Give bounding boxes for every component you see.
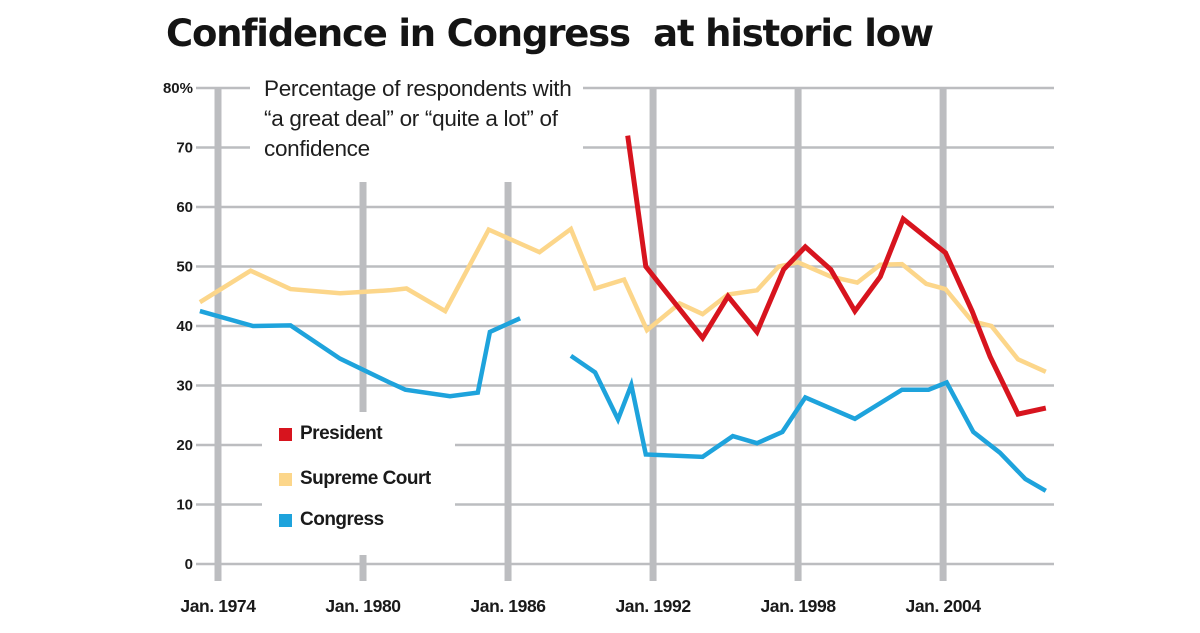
legend-item-supreme-court: Supreme Court bbox=[279, 467, 431, 491]
legend: President Supreme Court Congress bbox=[279, 422, 431, 553]
chart-title: Confidence in Congress at historic low bbox=[166, 12, 934, 55]
x-tick-label: Jan. 1974 bbox=[180, 596, 256, 616]
x-tick-label: Jan. 2004 bbox=[905, 596, 981, 616]
series-lines bbox=[198, 135, 1047, 493]
legend-swatch-congress bbox=[279, 513, 292, 527]
legend-swatch-president bbox=[279, 427, 292, 441]
y-tick-label: 80% bbox=[163, 80, 193, 97]
y-tick-label: 50 bbox=[176, 259, 193, 276]
y-tick-label: 10 bbox=[176, 497, 193, 514]
y-tick-label: 40 bbox=[176, 318, 193, 335]
series-line-president-segment-1 bbox=[625, 135, 1047, 417]
legend-item-congress: Congress bbox=[279, 508, 431, 532]
y-tick-label: 60 bbox=[176, 199, 193, 216]
x-tick-label: Jan. 1986 bbox=[470, 596, 546, 616]
x-tick-label: Jan. 1998 bbox=[760, 596, 836, 616]
legend-swatch-supreme-court bbox=[279, 472, 292, 486]
x-tick-label: Jan. 1992 bbox=[615, 596, 691, 616]
legend-label-president: President bbox=[300, 423, 383, 444]
chart-subtitle: Percentage of respondents with “a great … bbox=[264, 76, 572, 161]
legend-item-president: President bbox=[279, 422, 431, 446]
legend-label-supreme-court: Supreme Court bbox=[300, 468, 431, 489]
series-line-congress-segment-1 bbox=[199, 308, 522, 399]
x-tick-label: Jan. 1980 bbox=[325, 596, 401, 616]
horizontal-gridlines bbox=[196, 86, 1054, 566]
series-line-congress-segment-2 bbox=[569, 353, 1047, 493]
legend-label-congress: Congress bbox=[300, 509, 384, 530]
y-tick-label: 70 bbox=[176, 140, 193, 157]
y-axis-tick-labels: 80% 70 60 50 40 30 20 10 0 bbox=[163, 80, 193, 573]
x-axis-tick-labels: Jan. 1974 Jan. 1980 Jan. 1986 Jan. 1992 Jan.… bbox=[180, 596, 981, 616]
y-tick-label: 0 bbox=[185, 556, 193, 573]
y-tick-label: 20 bbox=[176, 437, 193, 454]
y-tick-label: 30 bbox=[176, 378, 193, 395]
vertical-gridlines bbox=[214, 88, 947, 581]
series-line-supreme-court-segment-1 bbox=[198, 225, 1047, 374]
